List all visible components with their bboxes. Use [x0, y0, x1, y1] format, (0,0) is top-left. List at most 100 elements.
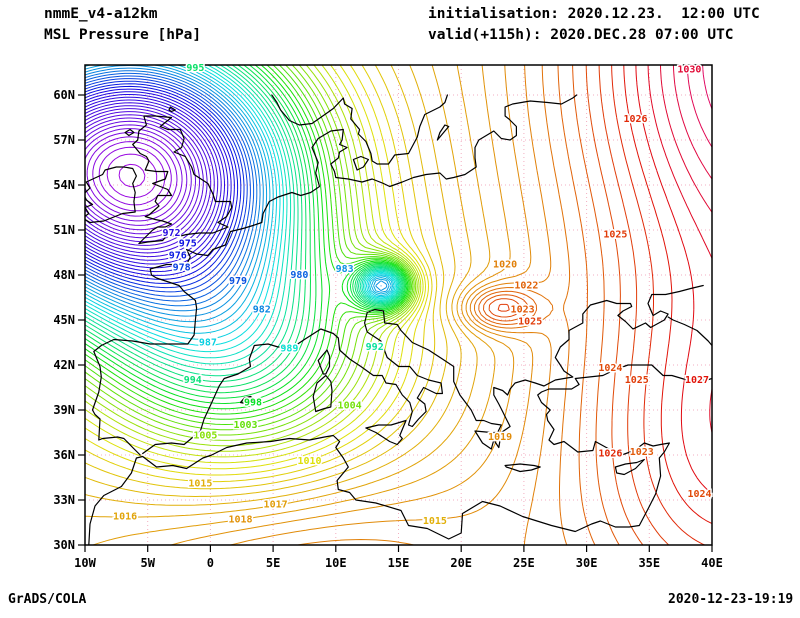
- coastline: [352, 155, 369, 171]
- lon-tick-label: 10W: [74, 556, 96, 570]
- isobar-963: [85, 120, 196, 235]
- contour-value-label: 1003: [233, 420, 257, 431]
- coastline: [317, 349, 331, 375]
- isobar-984: [85, 65, 390, 323]
- isobar-973: [85, 91, 232, 273]
- isobar-1024: [488, 65, 644, 545]
- contour-value-label: 982: [253, 305, 271, 316]
- isobar-1005: [85, 65, 417, 441]
- contour-value-label: 1025: [625, 375, 649, 386]
- isobar-1023: [483, 65, 620, 545]
- coastline: [436, 124, 450, 141]
- contour-value-label: 1020: [493, 260, 517, 271]
- isobar-958: [92, 141, 172, 212]
- isobar-994: [85, 65, 403, 382]
- isobar-957: [98, 146, 166, 206]
- contour-value-label: 994: [184, 375, 202, 386]
- lat-tick-label: 33N: [53, 493, 75, 507]
- coastline: [614, 458, 645, 476]
- isobar-1016: [85, 65, 478, 518]
- contour-value-label: 1030: [677, 65, 701, 76]
- lat-tick-label: 57N: [53, 133, 75, 147]
- isobar-1007: [85, 65, 420, 452]
- contour-value-label: 983: [336, 264, 354, 275]
- contour-value-label: 1010: [297, 456, 321, 467]
- grads-credit: GrADS/COLA: [8, 592, 87, 607]
- contour-value-label: 979: [229, 276, 247, 287]
- model-name: nmmE_v4-a12km: [44, 6, 158, 22]
- coastlines: [85, 94, 712, 545]
- coastline: [88, 364, 712, 545]
- isobar-1017: [92, 65, 496, 545]
- lat-tick-label: 54N: [53, 178, 75, 192]
- lon-tick-label: 15E: [388, 556, 410, 570]
- lat-tick-label: 36N: [53, 448, 75, 462]
- isobar-1000: [85, 65, 410, 415]
- contour-value-label: 980: [290, 270, 308, 281]
- isobar-959: [86, 136, 178, 217]
- lat-tick-label: 60N: [53, 88, 75, 102]
- isobar-982: [85, 67, 382, 312]
- isobar-1022: [478, 65, 596, 545]
- contour-value-label: 1016: [113, 512, 137, 523]
- lon-tick-label: 5E: [266, 556, 280, 570]
- isobar-989: [85, 65, 398, 353]
- contour-value-label: 1025: [518, 317, 542, 328]
- coastline: [142, 284, 704, 455]
- isobar-974: [85, 88, 235, 276]
- contour-value-label: 972: [162, 228, 180, 239]
- lon-tick-label: 0: [207, 556, 214, 570]
- lon-tick-label: 25E: [513, 556, 535, 570]
- isobar-1032: [686, 65, 712, 148]
- isobar-993: [85, 65, 402, 377]
- contour-value-label: 995: [186, 63, 204, 74]
- isobar-1003: [85, 65, 414, 431]
- isobar-1027: [623, 65, 712, 525]
- contour-value-label: 1025: [603, 230, 627, 241]
- coastline: [132, 115, 233, 245]
- contour-value-label: 1024: [687, 489, 711, 500]
- isobar-1018: [170, 65, 515, 545]
- contour-value-label: 989: [280, 344, 298, 355]
- coastline: [271, 94, 448, 165]
- coastline: [85, 166, 137, 224]
- contour-value-label: 1019: [488, 432, 512, 443]
- contour-value-label: 1004: [338, 401, 362, 412]
- lat-tick-label: 45N: [53, 313, 75, 327]
- isobar-955: [118, 163, 146, 188]
- isobar-1033: [702, 65, 712, 110]
- creation-timestamp: 2020-12-23-19:19: [668, 592, 794, 607]
- coastline: [365, 419, 407, 446]
- coastline: [312, 374, 333, 413]
- field-title: MSL Pressure [hPa]: [44, 27, 202, 43]
- isobar-999: [85, 65, 409, 410]
- isobar-977: [85, 80, 245, 289]
- contour-value-label: 1024: [598, 363, 622, 374]
- isobar-956: [106, 153, 158, 199]
- isobar-1015: [85, 65, 462, 506]
- contour-value-label: 1027: [685, 375, 709, 386]
- contour-value-label: 1018: [228, 515, 252, 526]
- isobar-975: [85, 85, 239, 280]
- isobar-967: [85, 108, 212, 250]
- coastline: [239, 395, 255, 405]
- coastline: [504, 463, 541, 473]
- isobar-964: [85, 117, 200, 239]
- contour-value-label: 1023: [630, 447, 654, 458]
- lon-tick-label: 35E: [638, 556, 660, 570]
- lon-tick-label: 20E: [450, 556, 472, 570]
- isobar-971: [85, 96, 225, 265]
- contour-value-label: 975: [179, 239, 197, 250]
- isobar-1028: [635, 65, 712, 494]
- isobar-1019: [230, 65, 534, 545]
- lat-tick-label: 48N: [53, 268, 75, 282]
- contour-value-label: 1026: [623, 114, 647, 125]
- coastline: [667, 316, 712, 347]
- lon-tick-label: 5W: [140, 556, 155, 570]
- lat-tick-label: 39N: [53, 403, 75, 417]
- contour-value-label: 998: [244, 398, 262, 409]
- isobar-979: [85, 75, 251, 297]
